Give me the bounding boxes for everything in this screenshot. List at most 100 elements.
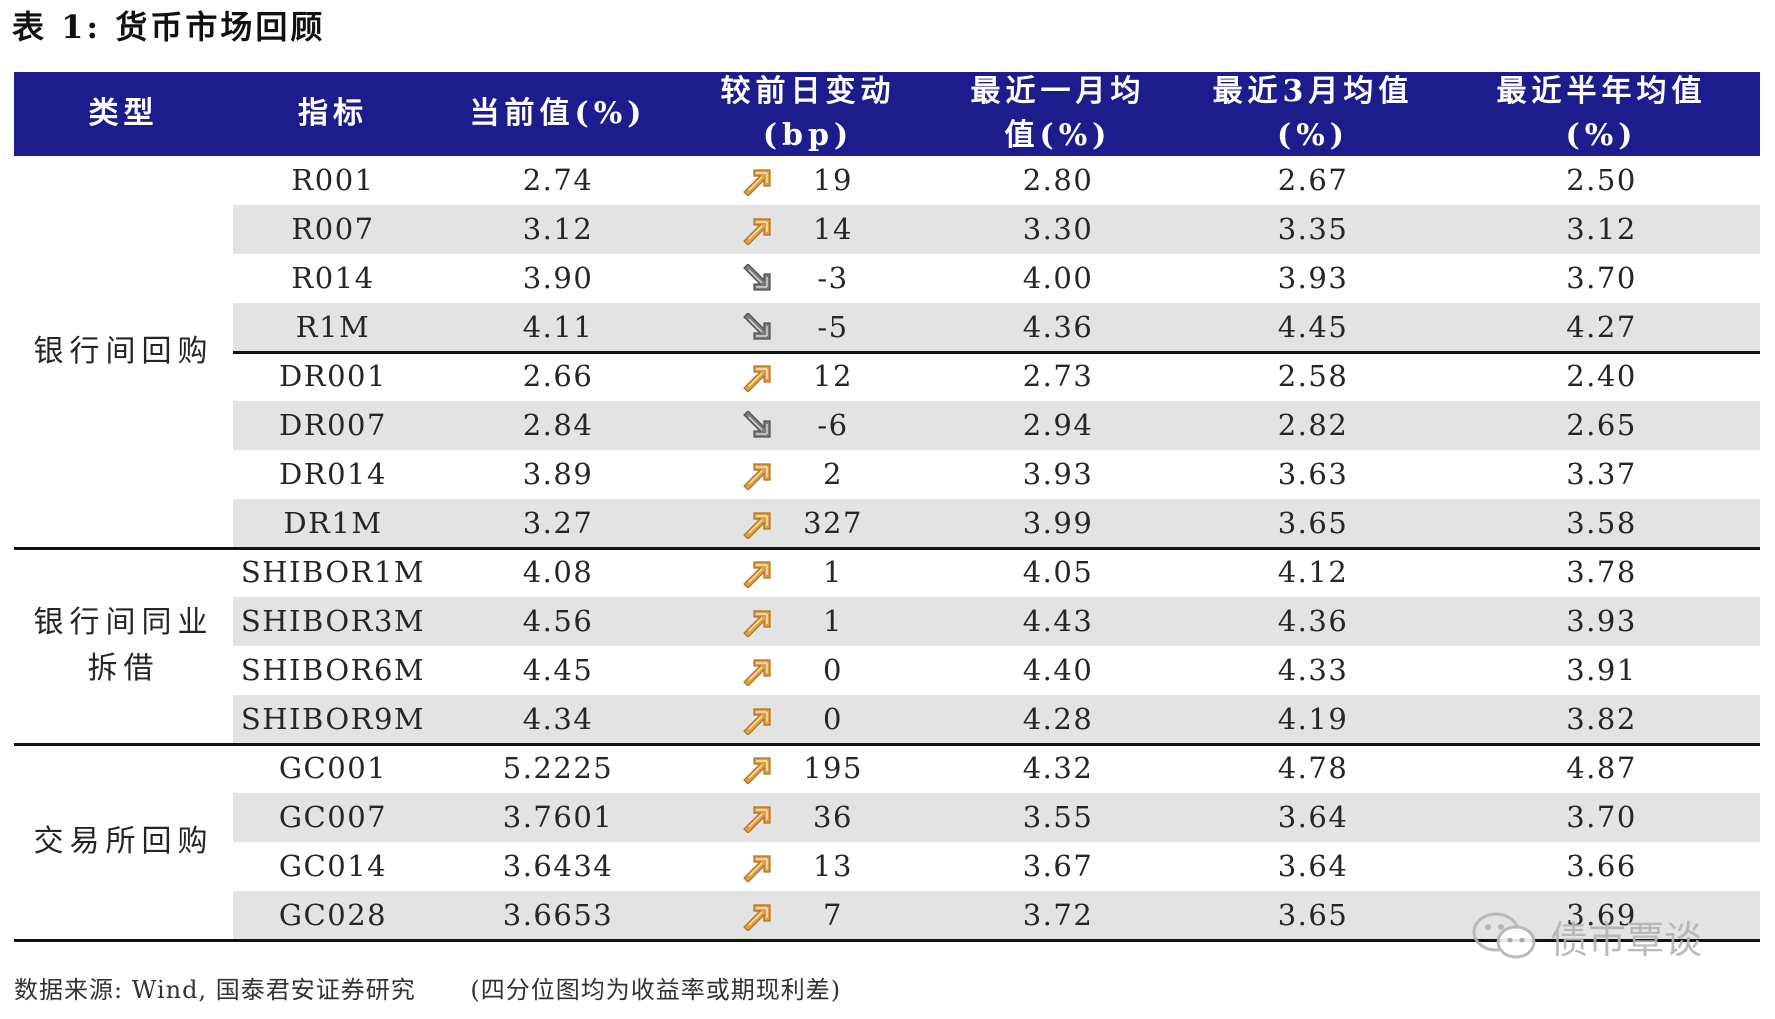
table-footer: 数据来源: Wind, 国泰君安证券研究 (四分位图均为收益率或期现利差) — [14, 970, 841, 1005]
cell-halfyear-avg: 2.65 — [1566, 408, 1637, 442]
cell-month-avg: 2.73 — [1022, 359, 1094, 393]
cell-change: -6 — [817, 408, 849, 442]
cell-3month-avg: 4.19 — [1277, 702, 1349, 736]
cell-month-avg: 4.32 — [1022, 751, 1094, 785]
header-halfyear-avg: 最近半年均值 (%) — [1496, 74, 1707, 153]
table-row: R1M 4.11 -5 4.36 4.45 4.27 — [14, 303, 1760, 352]
cell-indicator: DR014 — [279, 457, 387, 491]
table-row: DR1M 3.27 327 3.99 3.65 3.58 — [14, 499, 1760, 548]
table-caption: 表 1: 货币市场回顾 — [12, 8, 326, 46]
cell-3month-avg: 2.82 — [1277, 408, 1349, 442]
cell-month-avg: 2.94 — [1022, 408, 1094, 442]
table-row: R007 3.12 14 3.30 3.35 3.12 — [14, 205, 1760, 254]
row-shade — [233, 205, 1760, 254]
cell-indicator: R014 — [291, 261, 375, 295]
cell-change: -3 — [817, 261, 849, 295]
row-shade — [233, 597, 1760, 646]
table-row: GC014 3.6434 13 3.67 3.64 3.66 — [14, 842, 1760, 891]
cell-change: 327 — [803, 506, 863, 540]
header-current: 当前值(%) — [469, 96, 647, 131]
cell-halfyear-avg: 3.70 — [1566, 800, 1637, 834]
cell-change: 7 — [823, 898, 843, 932]
money-market-table: 类型 指标 当前值(%) 较前日变动 (bp) 最近一月均 值(%) 最近3月均… — [14, 72, 1760, 942]
cell-3month-avg: 3.63 — [1277, 457, 1349, 491]
row-shade — [233, 303, 1760, 352]
cell-indicator: SHIBOR9M — [240, 702, 426, 736]
table-body: R001 2.74 19 2.80 2.67 2.50 R007 3.12 14 3.30 3.35… — [14, 156, 1760, 946]
row-separator — [233, 351, 1760, 354]
group-label: 银行间回购 — [14, 329, 233, 375]
cell-current: 4.56 — [522, 604, 594, 638]
cell-current: 2.66 — [522, 359, 594, 393]
cell-halfyear-avg: 3.91 — [1566, 653, 1637, 687]
cell-month-avg: 4.28 — [1022, 702, 1094, 736]
cell-month-avg: 3.30 — [1022, 212, 1094, 246]
cell-current: 2.74 — [522, 163, 594, 197]
cell-change: 0 — [823, 702, 843, 736]
header-type: 类型 — [88, 96, 159, 131]
table-row: GC001 5.2225 195 4.32 4.78 4.87 — [14, 744, 1760, 793]
cell-indicator: GC007 — [278, 800, 388, 834]
data-source: 数据来源: Wind, 国泰君安证券研究 — [14, 976, 416, 1004]
cell-change: 0 — [823, 653, 843, 687]
cell-month-avg: 4.40 — [1022, 653, 1094, 687]
cell-current: 3.27 — [522, 506, 594, 540]
group-label: 银行间同业 拆借 — [14, 600, 233, 692]
table-row: DR007 2.84 -6 2.94 2.82 2.65 — [14, 401, 1760, 450]
cell-3month-avg: 3.64 — [1277, 849, 1349, 883]
cell-halfyear-avg: 3.58 — [1566, 506, 1637, 540]
row-shade — [233, 695, 1760, 744]
cell-3month-avg: 3.93 — [1277, 261, 1349, 295]
cell-month-avg: 4.36 — [1022, 310, 1094, 344]
cell-3month-avg: 3.35 — [1277, 212, 1349, 246]
cell-current: 3.89 — [522, 457, 594, 491]
cell-change: 13 — [813, 849, 853, 883]
arrow-up-right-icon — [743, 855, 771, 882]
cell-change: 2 — [823, 457, 843, 491]
cell-current: 3.6434 — [502, 849, 614, 883]
watermark: 债市覃谈 — [1470, 908, 1702, 964]
group-label-line: 银行间回购 — [33, 334, 214, 369]
cell-change: 19 — [813, 163, 853, 197]
cell-month-avg: 3.72 — [1022, 898, 1094, 932]
cell-indicator: SHIBOR6M — [240, 653, 426, 687]
cell-halfyear-avg: 3.82 — [1566, 702, 1637, 736]
cell-3month-avg: 4.33 — [1277, 653, 1349, 687]
cell-halfyear-avg: 3.66 — [1566, 849, 1637, 883]
table-row: DR014 3.89 2 3.93 3.63 3.37 — [14, 450, 1760, 499]
row-shade — [233, 499, 1760, 548]
arrow-up-right-icon — [743, 757, 771, 784]
row-separator — [14, 547, 1760, 550]
cell-3month-avg: 4.78 — [1277, 751, 1349, 785]
cell-current: 3.12 — [522, 212, 594, 246]
cell-indicator: DR001 — [279, 359, 387, 393]
arrow-up-right-icon — [743, 463, 771, 490]
cell-3month-avg: 3.65 — [1277, 898, 1349, 932]
cell-indicator: GC028 — [278, 898, 388, 932]
cell-indicator: DR1M — [283, 506, 383, 540]
row-separator — [14, 743, 1760, 746]
arrow-up-right-icon — [743, 218, 771, 245]
row-separator — [14, 939, 1760, 942]
table-row: GC007 3.7601 36 3.55 3.64 3.70 — [14, 793, 1760, 842]
header-month-avg: 最近一月均 值(%) — [970, 74, 1146, 153]
cell-change: 36 — [813, 800, 853, 834]
cell-current: 5.2225 — [502, 751, 614, 785]
header-change: 较前日变动 (bp) — [720, 74, 896, 153]
cell-indicator: GC001 — [278, 751, 388, 785]
header-indicator: 指标 — [298, 96, 368, 131]
cell-indicator: R001 — [291, 163, 375, 197]
arrow-down-right-icon — [743, 411, 771, 438]
footer-note: (四分位图均为收益率或期现利差) — [470, 976, 842, 1004]
table-header: 类型 指标 当前值(%) 较前日变动 (bp) 最近一月均 值(%) 最近3月均… — [14, 72, 1760, 156]
cell-change: 1 — [823, 604, 843, 638]
cell-halfyear-avg: 3.93 — [1566, 604, 1637, 638]
cell-3month-avg: 4.36 — [1277, 604, 1349, 638]
arrow-down-right-icon — [743, 313, 771, 340]
cell-change: 1 — [823, 555, 843, 589]
cell-halfyear-avg: 3.70 — [1566, 261, 1637, 295]
arrow-up-right-icon — [743, 561, 771, 588]
cell-indicator: SHIBOR3M — [240, 604, 426, 638]
arrow-up-right-icon — [743, 904, 771, 931]
arrow-down-right-icon — [743, 264, 771, 291]
